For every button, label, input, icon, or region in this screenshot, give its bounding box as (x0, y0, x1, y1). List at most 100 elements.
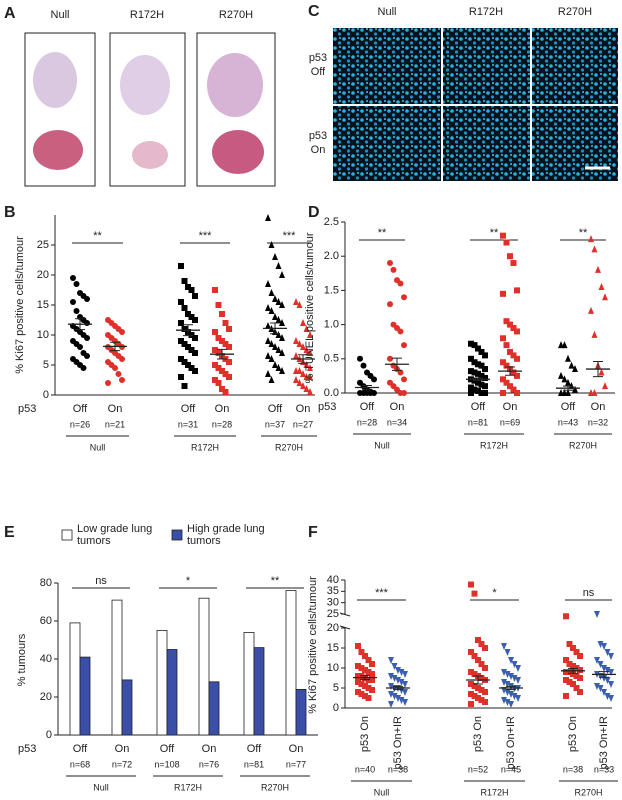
data-point (362, 653, 368, 659)
data-point (355, 679, 361, 685)
data-point (577, 675, 583, 681)
fluorescence-images (333, 28, 618, 181)
data-point (570, 645, 576, 651)
data-point (181, 383, 188, 389)
data-point (566, 641, 573, 647)
n-label: n=38 (563, 764, 583, 774)
data-point (212, 329, 218, 335)
data-point (178, 374, 184, 380)
data-point (588, 306, 594, 314)
data-point (566, 661, 573, 667)
data-point (300, 319, 306, 326)
significance: ns (583, 587, 595, 599)
data-point (367, 390, 374, 396)
data-point (279, 367, 285, 374)
y-tick-label: 25 (37, 239, 49, 251)
x-tick-label: Off (73, 743, 88, 755)
data-point (395, 667, 401, 674)
x-tick-label: On (108, 403, 123, 415)
y-tick-label: 60 (40, 615, 52, 627)
data-point (478, 372, 485, 379)
data-point (478, 687, 485, 693)
data-point (293, 376, 299, 383)
data-point (501, 669, 507, 676)
data-point (215, 350, 222, 356)
y-tick-label: 40 (40, 653, 52, 665)
tissue (212, 130, 264, 174)
data-point (185, 362, 191, 368)
data-point (397, 328, 404, 335)
data-point (508, 657, 514, 664)
n-label: n=52 (468, 764, 488, 774)
data-point (181, 278, 188, 284)
n-label: n=32 (588, 417, 608, 427)
data-point (510, 325, 517, 332)
data-point (475, 657, 481, 663)
y-tick-label: 2.5 (324, 216, 339, 228)
n-label: n=33 (594, 764, 614, 774)
data-point (563, 613, 569, 620)
data-point (192, 335, 198, 341)
data-point (482, 383, 488, 390)
data-point (365, 657, 372, 663)
error-bar (360, 675, 370, 681)
data-point (577, 667, 583, 673)
data-point (601, 689, 607, 696)
x-tick-label: On (503, 401, 518, 413)
data-point (212, 287, 218, 293)
y-tick-label: 25 (327, 608, 339, 620)
data-point (471, 386, 478, 393)
data-point (563, 657, 569, 663)
data-point (510, 386, 517, 393)
data-point (608, 653, 614, 660)
data-point (387, 301, 393, 308)
significance: *** (199, 230, 213, 242)
data-point (355, 673, 361, 679)
data-point (475, 637, 481, 643)
column-label: Null (378, 6, 397, 18)
x-tick-label: Off (181, 403, 196, 415)
bar (166, 649, 178, 736)
bar (156, 630, 168, 736)
n-label: n=34 (387, 417, 407, 427)
data-point (387, 355, 393, 362)
n-label: n=108 (154, 759, 179, 769)
data-point (215, 365, 222, 371)
data-point (307, 364, 313, 371)
data-point (307, 373, 313, 380)
data-point (510, 260, 517, 267)
data-point (222, 389, 229, 395)
row-label: Off (311, 66, 326, 78)
data-point (514, 355, 520, 362)
y-tick-label: 1.0 (324, 319, 339, 331)
row-label: p53 (318, 401, 336, 413)
data-point (573, 685, 580, 691)
data-point (568, 361, 575, 369)
data-point (402, 671, 408, 678)
data-point (222, 320, 229, 326)
data-point (558, 371, 564, 379)
data-point (475, 379, 481, 386)
data-point (395, 695, 401, 702)
data-point (73, 281, 80, 287)
data-point (369, 687, 375, 693)
data-point (296, 301, 303, 308)
group-label: R172H (480, 787, 508, 797)
data-point (504, 649, 511, 656)
data-point (388, 683, 394, 690)
data-point (514, 287, 520, 294)
data-point (181, 359, 188, 365)
data-point (303, 346, 310, 353)
data-point (478, 697, 485, 703)
x-tick-label: On (202, 743, 217, 755)
data-point (275, 298, 282, 305)
histology-images (24, 32, 276, 187)
panel-letter: C (308, 3, 320, 20)
data-point (355, 643, 361, 649)
data-point (397, 369, 404, 376)
tissue (132, 141, 168, 169)
data-point (475, 361, 481, 368)
data-point (501, 687, 507, 694)
group-label: Null (93, 782, 109, 792)
